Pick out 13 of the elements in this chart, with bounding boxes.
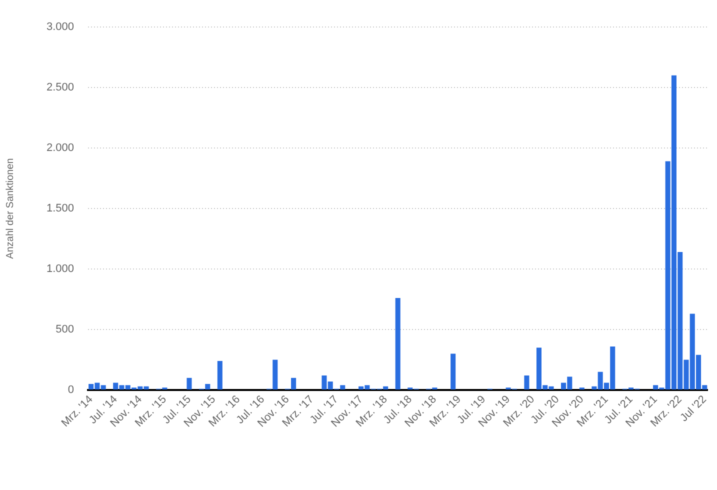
bar [524, 375, 530, 390]
y-tick-label: 1.000 [46, 263, 74, 276]
y-tick-label: 0 [68, 384, 74, 396]
y-tick-label: 3.000 [46, 21, 74, 34]
bar [217, 360, 222, 390]
y-axis-title: Anzahl der Sanktionen [4, 158, 16, 259]
bar [186, 378, 192, 390]
bar [395, 298, 400, 390]
y-tick-label: 1.500 [46, 202, 74, 215]
y-tick-label: 500 [56, 324, 74, 336]
y-tick-label: 2.500 [46, 82, 74, 94]
bar [450, 354, 456, 390]
y-tick-label: 2.000 [46, 142, 74, 154]
